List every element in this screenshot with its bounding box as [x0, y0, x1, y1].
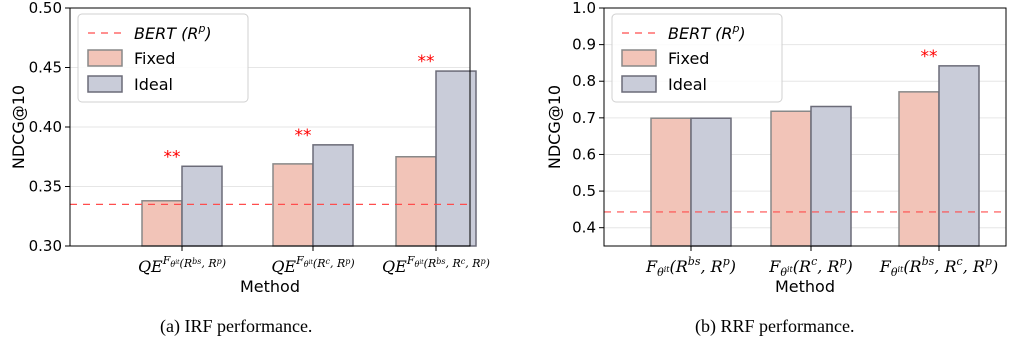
x-tick-label: QEFθit(Rc, Rp): [271, 254, 354, 276]
plot-frame: [69, 7, 471, 247]
bar-ideal-0: [181, 165, 223, 247]
bar-fixed-1: [770, 110, 812, 247]
y-tick-label: 0.6: [572, 145, 596, 163]
y-tick-label: 0.8: [572, 72, 596, 90]
legend-label-fixed: Fixed: [668, 49, 709, 68]
bar-ideal-0: [690, 117, 732, 247]
y-tick-label: 0.45: [29, 59, 62, 77]
legend-label-fixed: Fixed: [134, 49, 175, 68]
y-tick-label: 0.35: [29, 178, 62, 196]
bar-fixed-2: [898, 91, 940, 247]
y-tick-label: 1.0: [572, 0, 596, 17]
x-tick-label: QEFθit(Rbs, Rp): [138, 254, 226, 276]
bar-ideal-2: [938, 65, 980, 247]
x-axis-label: Method: [240, 277, 300, 296]
legend-swatch-ideal: [621, 75, 657, 93]
chart-rrf: 0.4 0.5 0.6 0.7 0.8 0.9 1.0 ** Fθit(Rbs, Rp) Fθit…: [545, 0, 1007, 337]
subfigure-caption: (b) RRF performance.: [695, 316, 854, 337]
significance-marker: **: [921, 47, 938, 67]
chart-irf: 0.30 0.35 0.40 0.45 0.50 ** ** ** QEFθit(Rbs, Rp…: [9, 0, 490, 337]
bar-ideal-1: [810, 105, 852, 247]
bar-ideal-2: [435, 70, 477, 247]
y-tick-label: 0.4: [572, 219, 596, 237]
significance-marker: **: [418, 52, 435, 72]
significance-marker: **: [164, 147, 181, 167]
plot-frame: [603, 7, 1007, 247]
bar-fixed-0: [141, 200, 183, 247]
legend-swatch-fixed: [87, 49, 123, 67]
y-tick-label: 0.40: [29, 118, 62, 136]
y-tick-label: 0.30: [29, 237, 62, 255]
legend-label-ideal: Ideal: [134, 75, 173, 94]
legend: BERT (Rp) Fixed Ideal: [77, 13, 249, 103]
x-axis-label: Method: [775, 277, 835, 296]
y-tick-label: 0.7: [572, 109, 596, 127]
bar-fixed-0: [650, 117, 692, 247]
bar-ideal-1: [312, 144, 354, 247]
legend-swatch-fixed: [621, 49, 657, 67]
subfigure-caption: (a) IRF performance.: [160, 316, 312, 337]
x-tick-label: Fθit(Rbs, Rc, Rp): [879, 255, 998, 279]
y-axis-label: NDCG@10: [9, 85, 28, 169]
significance-marker: **: [295, 126, 312, 146]
x-tick-label: Fθit(Rc, Rp): [768, 255, 853, 279]
y-tick-label: 0.5: [572, 182, 596, 200]
legend-baseline-label: BERT (Rp): [668, 22, 746, 43]
legend-label-ideal: Ideal: [668, 75, 707, 94]
x-tick-label: QEFθit(Rbs, Rc, Rp): [382, 254, 490, 276]
y-axis-label: NDCG@10: [545, 85, 564, 169]
legend-baseline-label: BERT (Rp): [134, 22, 212, 43]
legend: BERT (Rp) Fixed Ideal: [611, 13, 783, 103]
x-tick-label: Fθit(Rbs, Rp): [645, 255, 736, 279]
bar-fixed-2: [395, 156, 437, 247]
legend-swatch-ideal: [87, 75, 123, 93]
y-tick-label: 0.50: [29, 0, 62, 17]
y-tick-label: 0.9: [572, 36, 596, 54]
